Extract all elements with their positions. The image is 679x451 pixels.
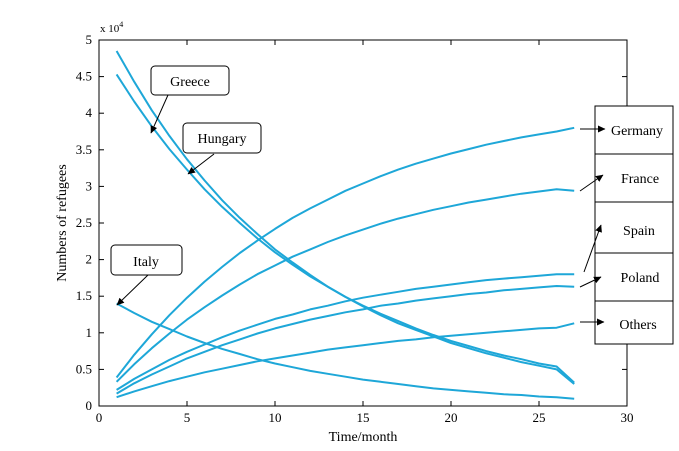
series-line-france bbox=[115, 188, 575, 383]
y-tick-label: 5 bbox=[86, 32, 93, 47]
x-tick-label: 5 bbox=[184, 410, 191, 425]
x-tick-label: 15 bbox=[357, 410, 370, 425]
y-tick-label: 4 bbox=[86, 105, 93, 120]
y-tick-label: 1 bbox=[86, 325, 93, 340]
annotation-hungary-label: Hungary bbox=[198, 132, 247, 147]
x-axis-label: Time/month bbox=[329, 430, 398, 445]
series-line-hungary bbox=[115, 73, 575, 384]
legend-label-spain: Spain bbox=[623, 224, 655, 239]
x-tick-label: 0 bbox=[96, 410, 103, 425]
series-line-others bbox=[116, 322, 575, 399]
legend-label-germany: Germany bbox=[611, 124, 663, 139]
y-exponent-base: x 10 bbox=[100, 23, 120, 35]
y-axis-label: Numbers of refugees bbox=[55, 164, 70, 281]
legend-label-others: Others bbox=[619, 318, 656, 333]
series-line-poland bbox=[116, 285, 575, 395]
y-exponent-power: 4 bbox=[119, 20, 123, 29]
y-tick-label: 0.5 bbox=[76, 361, 92, 376]
series-line-italy bbox=[116, 302, 575, 400]
y-exponent-label: x 104 bbox=[100, 20, 123, 35]
annotation-greece: Greece bbox=[150, 65, 230, 134]
y-tick-label: 3.5 bbox=[76, 142, 92, 157]
y-tick-label: 0 bbox=[86, 398, 93, 413]
axis-tick-labels: 0 5 10 15 20 25 30 0 0.5 1 1.5 2 2.5 3 3.5 4 4.5 5 bbox=[76, 32, 634, 425]
legend-box: Germany France Spain Poland Others bbox=[579, 105, 674, 345]
arrow-poland bbox=[579, 276, 602, 288]
y-tick-label: 2 bbox=[86, 252, 93, 267]
y-tick-label: 2.5 bbox=[76, 215, 92, 230]
annotation-italy: Italy bbox=[110, 244, 183, 306]
series-line-germany bbox=[115, 126, 575, 379]
annotation-hungary: Hungary bbox=[182, 122, 262, 175]
y-tick-label: 4.5 bbox=[76, 69, 92, 84]
x-tick-label: 25 bbox=[533, 410, 546, 425]
y-tick-label: 1.5 bbox=[76, 288, 92, 303]
arrow-france bbox=[579, 174, 604, 192]
axis-ticks bbox=[98, 39, 628, 407]
legend-label-poland: Poland bbox=[621, 271, 660, 286]
x-tick-label: 10 bbox=[269, 410, 282, 425]
x-tick-label: 30 bbox=[621, 410, 634, 425]
legend-label-france: France bbox=[621, 172, 659, 187]
annotation-italy-label: Italy bbox=[133, 255, 159, 270]
annotation-greece-label: Greece bbox=[170, 75, 210, 90]
y-tick-label: 3 bbox=[86, 178, 93, 193]
series-lines bbox=[115, 50, 575, 400]
arrow-spain bbox=[583, 224, 602, 273]
series-line-spain bbox=[116, 273, 575, 391]
x-tick-label: 20 bbox=[445, 410, 458, 425]
